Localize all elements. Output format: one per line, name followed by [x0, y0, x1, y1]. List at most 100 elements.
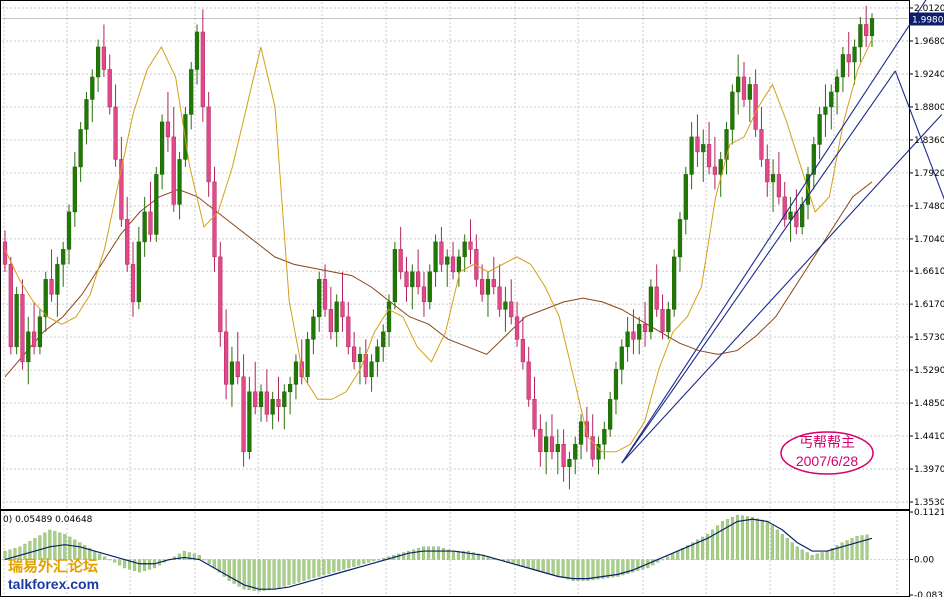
candle [770, 159, 776, 212]
oscillator-histogram-bar [431, 546, 436, 560]
oscillator-histogram-bar [636, 559, 640, 571]
candle [264, 369, 269, 422]
oscillator-histogram-bar [267, 559, 271, 591]
candle [253, 361, 258, 415]
oscillator-histogram-bar [327, 559, 331, 574]
candle [852, 39, 857, 85]
oscillator-histogram-bar [795, 546, 799, 560]
candle-body [212, 181, 217, 258]
oscillator-signal-line [4, 518, 873, 590]
oscillator-histogram-bar [137, 559, 142, 573]
candle-body [532, 399, 537, 430]
candle-body [392, 249, 397, 303]
oscillator-histogram-bar [735, 514, 740, 560]
candle [776, 151, 782, 205]
candle [311, 309, 316, 355]
oscillator-histogram-bar [725, 519, 730, 560]
oscillator-histogram-bar [720, 521, 725, 560]
candle-body [544, 436, 549, 453]
candle-body [747, 84, 752, 100]
candle [625, 316, 630, 362]
candle [712, 136, 718, 190]
oscillator-histogram-bar [402, 552, 406, 560]
candle-body [567, 459, 572, 468]
candle [113, 84, 118, 167]
oscillator-histogram-bar [661, 559, 665, 561]
candle-body [648, 286, 653, 333]
candle-body [200, 31, 205, 108]
oscillator-histogram-bar [800, 549, 804, 560]
candle-body [695, 136, 700, 153]
candle-body [770, 174, 776, 183]
candle [532, 376, 537, 437]
candle [538, 414, 543, 467]
oscillator-histogram-bar [571, 559, 575, 581]
candle [858, 16, 863, 62]
oscillator-histogram-bar [780, 533, 784, 560]
oscillator-tick-label: 0.00 [914, 556, 934, 566]
candle [677, 211, 683, 272]
oscillator-histogram-bar [820, 552, 824, 560]
trend-line [894, 70, 944, 200]
oscillator-tick-label: 0.11216 [914, 508, 944, 518]
moving-average-fast [4, 39, 873, 453]
oscillator-histogram-bar [108, 559, 112, 561]
oscillator-histogram-bar [551, 559, 555, 576]
candle [235, 331, 240, 385]
moving-average-slow-layer [4, 181, 873, 378]
oscillator-histogram-bar [312, 559, 316, 579]
candle [229, 346, 235, 407]
candle-body [590, 436, 595, 460]
candle [829, 84, 834, 130]
oscillator-histogram-bar [815, 553, 819, 560]
oscillator-histogram-bar [641, 559, 645, 570]
oscillator-histogram-bar [407, 550, 411, 560]
candle-body [782, 196, 787, 220]
candle [724, 121, 729, 175]
candle [666, 301, 671, 340]
oscillator-histogram-bar [840, 542, 844, 560]
candle [567, 451, 572, 490]
candle-body [619, 346, 624, 370]
candle [590, 414, 595, 467]
candle [509, 279, 514, 325]
candle-body [340, 301, 345, 318]
current-price-box [910, 12, 944, 26]
candle [136, 226, 141, 310]
oscillator-histogram-bar [262, 559, 266, 591]
oscillator-histogram-bar [63, 533, 67, 560]
candle-body [410, 271, 415, 288]
oscillator-histogram-bar [202, 559, 206, 561]
candle-body [119, 159, 124, 220]
candle [619, 339, 624, 385]
oscillator-histogram-bar [128, 559, 132, 570]
price-tick-label: 1.8360 [914, 136, 944, 146]
oscillator-histogram-bar [357, 559, 361, 566]
candle [130, 241, 136, 317]
candle-body [375, 346, 380, 363]
oscillator-histogram-bar [207, 559, 211, 564]
candle-body [352, 346, 357, 363]
candle [445, 249, 450, 287]
candle [520, 316, 525, 370]
oscillator-histogram-bar [471, 552, 475, 560]
oscillator-histogram-bar [317, 559, 321, 577]
oscillator-histogram-bar [596, 559, 600, 580]
price-grid [2, 2, 908, 508]
oscillator-histogram-bar [337, 559, 341, 571]
candle [753, 69, 758, 137]
oscillator-axis-ticks: 0.11216 0.00 -0.08374 [909, 508, 944, 601]
price-tick-label: 1.4850 [914, 399, 944, 409]
candle [241, 354, 246, 467]
candle-body [125, 219, 130, 265]
oscillator-histogram-bar [526, 559, 530, 569]
candle [90, 69, 95, 122]
oscillator-histogram-bar [785, 538, 789, 560]
oscillator-histogram-bar [272, 559, 276, 590]
candle-body [526, 361, 531, 400]
oscillator-histogram-bar [461, 550, 465, 560]
candle [718, 151, 723, 197]
candle [695, 114, 700, 167]
oscillator-histogram-bar [38, 535, 42, 560]
candle-body [142, 211, 147, 243]
